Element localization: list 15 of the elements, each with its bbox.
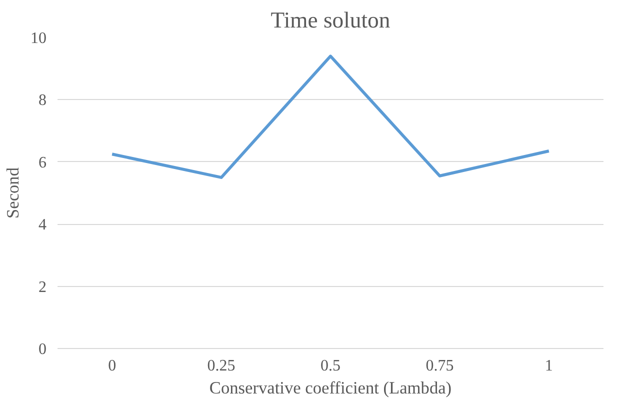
x-axis-title: Conservative coefficient (Lambda)	[209, 378, 452, 398]
y-tick-label: 0	[38, 341, 46, 358]
x-tick-label: 0.75	[426, 358, 454, 374]
x-tick-label: 0	[108, 358, 116, 374]
chart-title: Time soluton	[270, 8, 390, 32]
line-series	[110, 54, 550, 179]
x-tick-label: 0.25	[207, 358, 236, 374]
y-tick-label: 8	[38, 92, 46, 110]
x-tick-label: 1	[544, 358, 553, 374]
y-axis-title: Second	[4, 167, 22, 219]
y-tick-label: 10	[30, 30, 46, 47]
y-tick-label: 6	[38, 154, 46, 172]
y-tick-label: 2	[38, 278, 46, 296]
x-tick-label: 0.5	[320, 358, 340, 374]
y-tick-label: 4	[38, 216, 46, 234]
